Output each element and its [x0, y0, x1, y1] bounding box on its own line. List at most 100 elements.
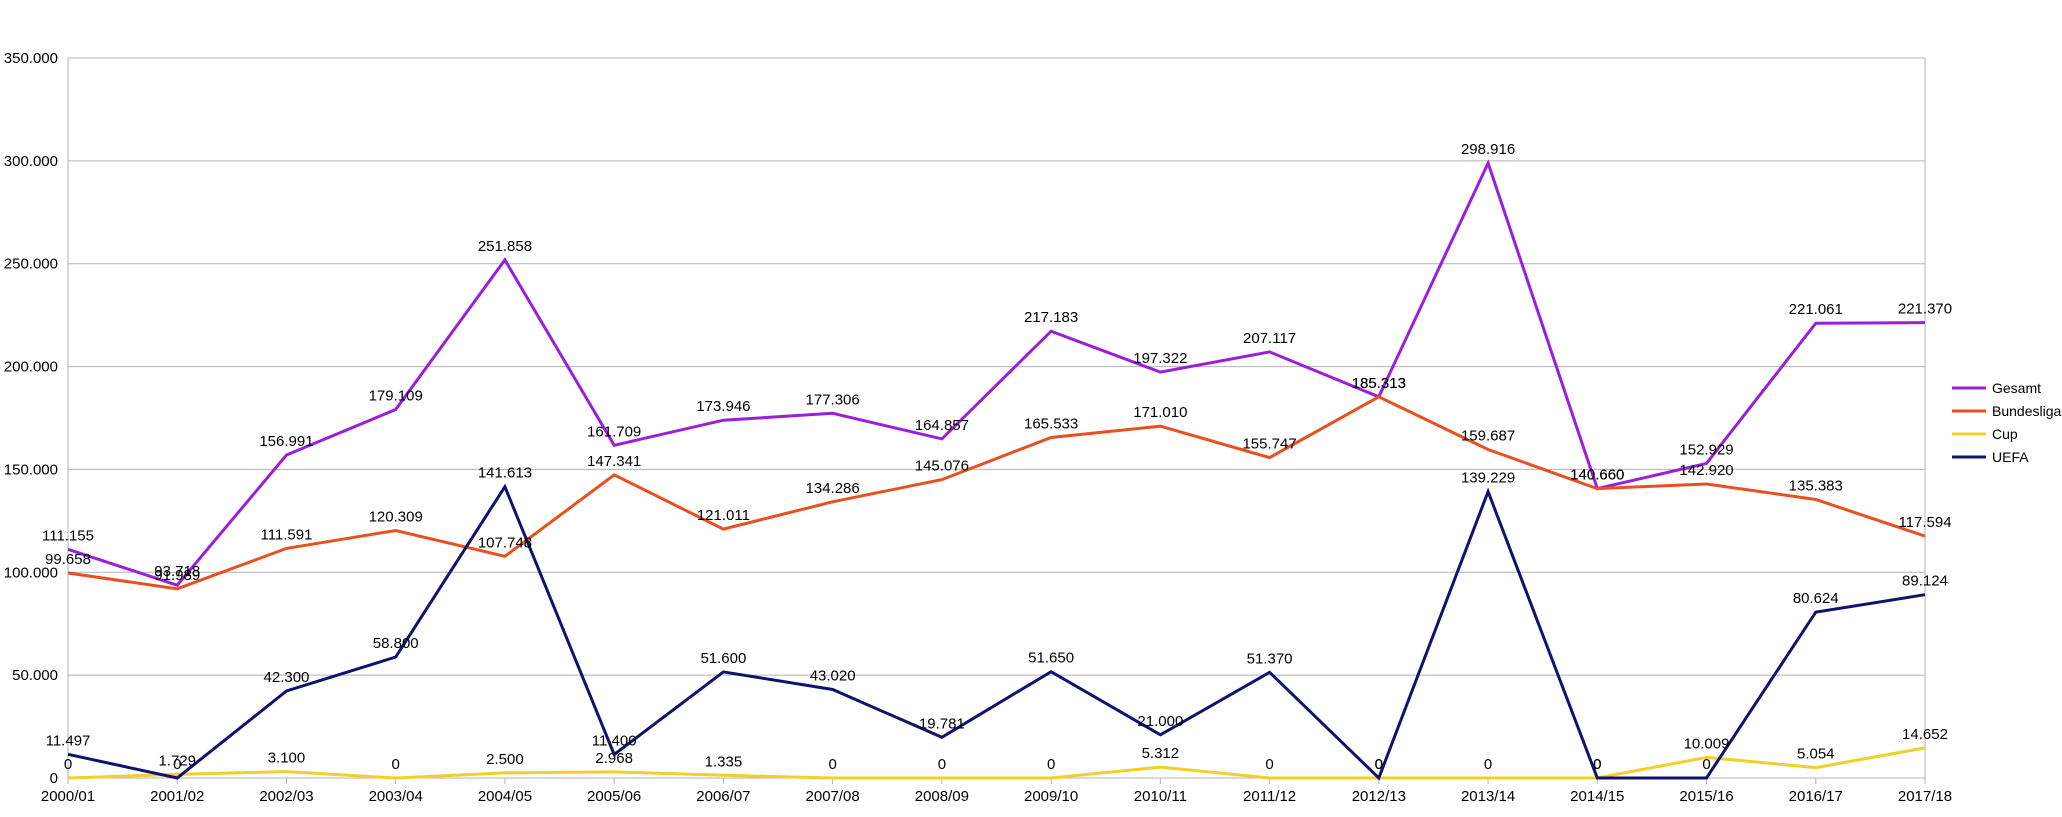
- data-label-bundesliga: 135.383: [1789, 477, 1843, 494]
- data-label-bundesliga: 99.658: [45, 551, 91, 568]
- x-tick-label: 2013/14: [1461, 788, 1515, 805]
- data-label-bundesliga: 121.011: [697, 507, 750, 524]
- legend-label-cup: Cup: [1992, 426, 2018, 442]
- x-tick-label: 2004/05: [478, 788, 532, 805]
- data-label-gesamt: 156.991: [259, 433, 313, 450]
- x-tick-label: 2017/18: [1898, 788, 1952, 805]
- y-tick-label: 350.000: [4, 50, 58, 67]
- data-label-bundesliga: 159.687: [1461, 428, 1515, 445]
- x-tick-label: 2007/08: [806, 788, 860, 805]
- y-tick-label: 250.000: [4, 256, 58, 273]
- data-label-cup: 0: [1375, 756, 1383, 773]
- data-label-cup: 1.729: [158, 752, 196, 769]
- data-label-cup: 0: [828, 756, 836, 773]
- data-label-gesamt: 197.322: [1133, 350, 1187, 367]
- data-label-gesamt: 298.916: [1461, 141, 1515, 158]
- data-label-layer: 111.155 93.718 156.991 179.109 251.858 161.70…: [42, 141, 1952, 773]
- legend-label-uefa: UEFA: [1992, 449, 2029, 465]
- data-label-bundesliga: 111.591: [260, 526, 312, 543]
- grid-layer: [68, 57, 1925, 779]
- data-label-bundesliga: 91.989: [154, 567, 200, 584]
- axis-layer: 0 50.000 100.000 150.000 200.000 250.000 300.0…: [4, 50, 1952, 805]
- y-tick-label: 300.000: [4, 153, 58, 170]
- data-label-cup: 0: [1484, 756, 1492, 773]
- data-label-uefa: 11.400: [592, 733, 637, 750]
- x-tick-label: 2001/02: [150, 788, 204, 805]
- series-layer: [67, 159, 1926, 781]
- data-label-gesamt: 152.929: [1679, 441, 1733, 458]
- data-label-cup: 2.968: [595, 750, 633, 767]
- data-label-cup: 0: [1265, 756, 1273, 773]
- data-label-cup: 10.009: [1684, 735, 1730, 752]
- data-label-cup: 2.500: [486, 751, 524, 768]
- data-label-uefa: 141.613: [478, 465, 532, 482]
- y-tick-label: 50.000: [12, 667, 58, 684]
- x-tick-label: 2015/16: [1679, 788, 1733, 805]
- data-label-cup: 0: [392, 756, 400, 773]
- data-label-bundesliga: 147.341: [587, 453, 641, 470]
- data-label-uefa: 43.020: [810, 668, 856, 685]
- data-label-bundesliga: 142.920: [1679, 462, 1733, 479]
- x-tick-label: 2000/01: [41, 788, 95, 805]
- data-label-cup: 0: [938, 756, 946, 773]
- data-label-uefa: 21.000: [1137, 713, 1183, 730]
- data-label-uefa: 51.370: [1247, 650, 1293, 667]
- data-label-bundesliga: 134.286: [806, 480, 860, 497]
- legend-label-bundesliga: Bundesliga: [1992, 403, 2061, 419]
- data-label-gesamt: 179.109: [369, 388, 423, 405]
- data-label-cup: 3.100: [268, 750, 306, 767]
- data-label-gesamt: 185.313: [1352, 375, 1406, 392]
- data-label-bundesliga: 185.313: [1352, 375, 1406, 392]
- x-tick-label: 2002/03: [259, 788, 313, 805]
- data-label-cup: 5.054: [1797, 746, 1835, 763]
- data-label-gesamt: 173.946: [696, 398, 750, 415]
- data-label-gesamt: 164.857: [915, 417, 969, 434]
- data-label-uefa: 19.781: [919, 715, 965, 732]
- data-label-gesamt: 140.660: [1570, 467, 1624, 484]
- data-label-bundesliga: 107.748: [478, 534, 532, 551]
- data-label-uefa: 89.124: [1902, 573, 1948, 590]
- data-label-uefa: 0: [173, 756, 181, 773]
- legend: Gesamt Bundesliga Cup UEFA: [1952, 380, 2061, 465]
- data-label-gesamt: 161.709: [587, 423, 641, 440]
- y-tick-label: 200.000: [4, 359, 58, 376]
- data-label-cup: 0: [1593, 756, 1601, 773]
- data-label-gesamt: 251.858: [478, 238, 532, 255]
- data-label-cup: 0: [1047, 756, 1055, 773]
- data-label-bundesliga: 120.309: [369, 509, 423, 526]
- data-label-bundesliga: 165.533: [1024, 415, 1078, 432]
- y-tick-label: 100.000: [4, 564, 58, 581]
- y-tick-label: 150.000: [4, 461, 58, 478]
- data-label-uefa: 0: [1702, 756, 1710, 773]
- data-label-gesamt: 93.718: [154, 563, 200, 580]
- x-tick-label: 2006/07: [696, 788, 750, 805]
- data-label-bundesliga: 155.747: [1242, 436, 1296, 453]
- series-line-cup: [67, 746, 1926, 780]
- x-tick-label: 2014/15: [1570, 788, 1624, 805]
- x-tick-label: 2010/11: [1134, 788, 1187, 805]
- data-label-uefa: 51.600: [700, 650, 746, 667]
- data-label-bundesliga: 140.660: [1570, 467, 1624, 484]
- data-label-bundesliga: 171.010: [1133, 404, 1187, 421]
- data-label-uefa: 42.300: [264, 669, 310, 686]
- x-tick-label: 2012/13: [1352, 788, 1406, 805]
- data-label-uefa: 58.800: [373, 635, 419, 652]
- data-label-uefa: 80.624: [1793, 590, 1839, 607]
- series-line-gesamt: [67, 159, 1926, 587]
- data-label-cup: 1.335: [705, 753, 743, 770]
- data-label-gesamt: 207.117: [1243, 330, 1296, 347]
- data-label-uefa: 11.497: [46, 732, 91, 749]
- x-tick-label: 2011/12: [1243, 788, 1296, 805]
- data-label-gesamt: 111.155: [42, 527, 94, 544]
- data-label-gesamt: 221.061: [1789, 301, 1843, 318]
- x-tick-label: 2009/10: [1024, 788, 1078, 805]
- x-tick-label: 2005/06: [587, 788, 641, 805]
- data-label-gesamt: 217.183: [1024, 309, 1078, 326]
- y-tick-label: 0: [50, 770, 58, 787]
- data-label-gesamt: 221.370: [1898, 301, 1952, 318]
- legend-label-gesamt: Gesamt: [1992, 380, 2041, 396]
- data-label-uefa: 51.650: [1028, 650, 1074, 667]
- x-tick-label: 2008/09: [915, 788, 969, 805]
